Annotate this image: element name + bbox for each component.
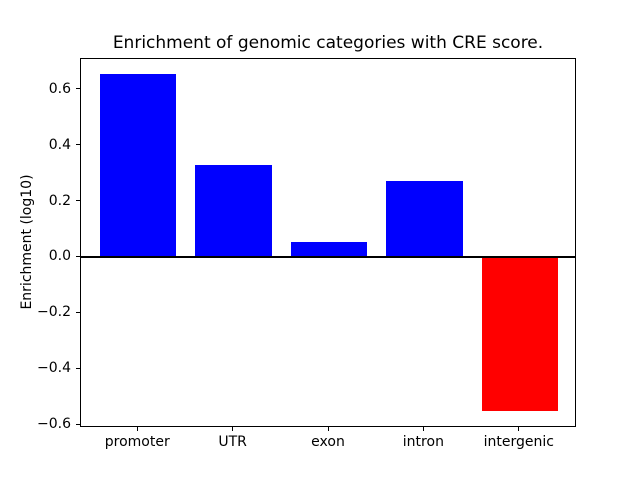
x-tick-label-intron: intron bbox=[402, 434, 444, 450]
y-tick-mark-−0.2 bbox=[76, 311, 80, 313]
y-tick-mark-0.0 bbox=[76, 255, 80, 257]
bar-promoter bbox=[100, 74, 177, 258]
x-tick-mark-exon bbox=[327, 427, 329, 431]
y-tick-mark-0.6 bbox=[76, 88, 80, 90]
y-tick-label-0.4: 0.4 bbox=[48, 136, 71, 153]
y-tick-mark-0.4 bbox=[76, 144, 80, 146]
bar-intron bbox=[386, 180, 463, 258]
y-tick-label-0.2: 0.2 bbox=[48, 192, 71, 209]
x-tick-mark-intron bbox=[422, 427, 424, 431]
zero-line bbox=[81, 256, 575, 259]
y-tick-label-0.0: 0.0 bbox=[48, 248, 71, 265]
x-tick-label-exon: exon bbox=[311, 434, 345, 450]
x-tick-mark-intergenic bbox=[518, 427, 520, 431]
y-tick-label-0.6: 0.6 bbox=[48, 80, 71, 97]
x-tick-label-UTR: UTR bbox=[218, 434, 247, 450]
y-tick-label-−0.4: −0.4 bbox=[37, 360, 71, 377]
bar-exon bbox=[290, 242, 368, 258]
bar-intergenic bbox=[481, 257, 558, 412]
x-tick-label-promoter: promoter bbox=[104, 434, 170, 450]
y-tick-mark-−0.6 bbox=[76, 423, 80, 425]
x-tick-label-intergenic: intergenic bbox=[483, 434, 554, 450]
y-tick-label-−0.6: −0.6 bbox=[37, 416, 71, 433]
plot-area bbox=[80, 58, 576, 427]
x-tick-mark-UTR bbox=[232, 427, 234, 431]
bar-UTR bbox=[195, 165, 272, 258]
y-tick-mark-−0.4 bbox=[76, 367, 80, 369]
chart-title: Enrichment of genomic categories with CR… bbox=[112, 33, 544, 53]
y-tick-mark-0.2 bbox=[76, 200, 80, 202]
x-tick-mark-promoter bbox=[136, 427, 138, 431]
y-tick-label-−0.2: −0.2 bbox=[37, 304, 71, 321]
